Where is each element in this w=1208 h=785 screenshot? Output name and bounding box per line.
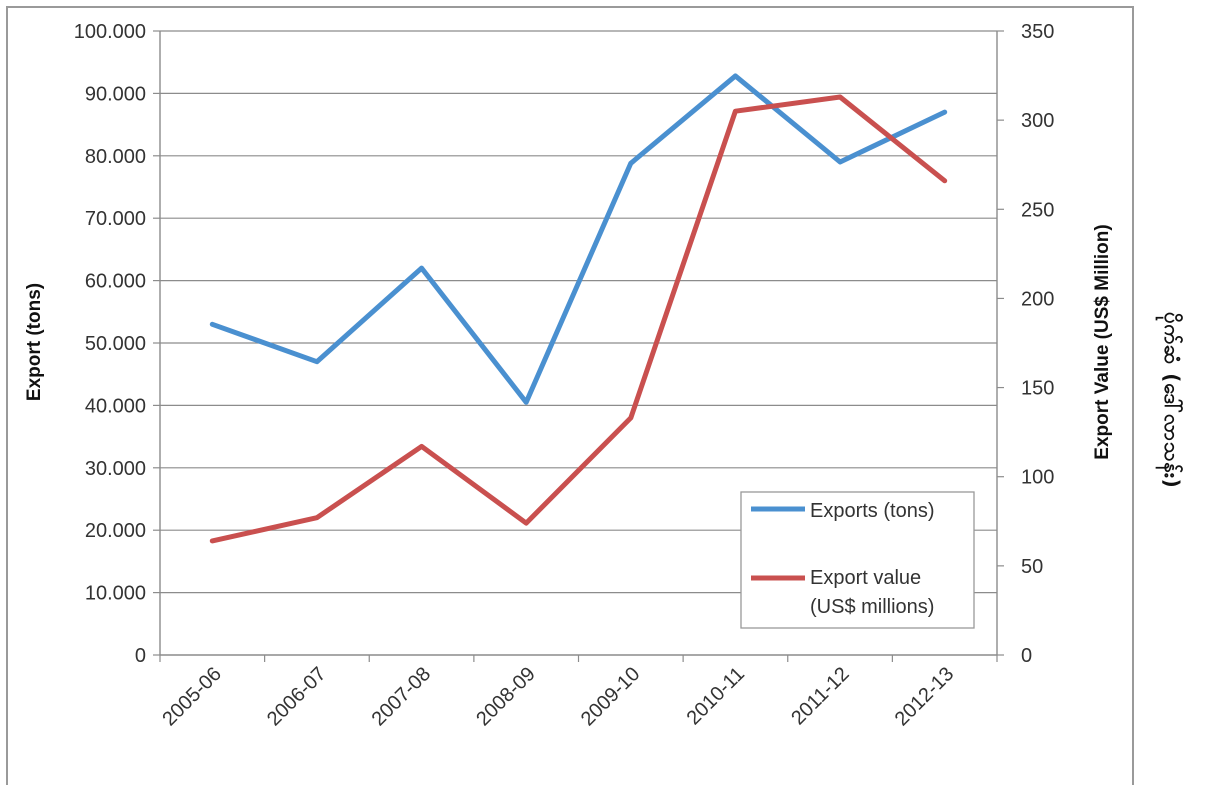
legend-label: Exports (tons) (810, 500, 934, 522)
y-axis-title: Export (tons) (24, 283, 45, 401)
y2-axis-title: Export Value (US$ Million) (1092, 224, 1113, 459)
legend-label: Export value (810, 567, 921, 589)
y2-tick-label: 50 (1021, 556, 1043, 578)
data-point (942, 178, 947, 183)
data-point (837, 159, 843, 165)
y2-tick-label: 350 (1021, 21, 1054, 43)
data-point (210, 538, 215, 544)
x-tick-label: 2012-13 (891, 663, 958, 730)
x-axis-ticks: 2005-06 2006-07 2007-08 2008-09 2009-10 2010-… (158, 663, 958, 730)
frame-right-border (1132, 6, 1134, 785)
data-point (314, 359, 320, 364)
legend: Exports (tons) Export value (US$ millions) (740, 491, 975, 629)
data-point (628, 161, 634, 166)
y-tick-label: 80.000 (85, 146, 146, 168)
data-point (733, 109, 738, 114)
side-annotation: ပိုက်ဆံ (ဒေါ်လာသန်း) (1160, 311, 1184, 489)
x-tick-label: 2005-06 (158, 663, 225, 730)
legend-box (740, 491, 975, 629)
y2-tick-label: 250 (1021, 199, 1054, 221)
data-point (628, 415, 634, 421)
data-point (210, 322, 215, 327)
y-tick-label: 100.000 (74, 21, 146, 43)
data-point (523, 400, 529, 405)
right-axis-ticks: 0 50 100 150 200 250 300 350 (1021, 21, 1054, 667)
data-point (523, 520, 529, 526)
x-tick-label: 2011-12 (787, 663, 853, 729)
y-tick-label: 0 (135, 645, 146, 667)
data-point (733, 73, 738, 79)
series-lines (209, 73, 948, 544)
data-point (942, 109, 947, 115)
x-tick-label: 2007-08 (368, 663, 435, 730)
y-tick-label: 60.000 (85, 271, 146, 293)
axes (153, 30, 1004, 662)
y2-tick-label: 100 (1021, 467, 1054, 489)
x-tick-label: 2006-07 (263, 663, 330, 730)
legend-label: (US$ millions) (810, 596, 934, 618)
y-tick-label: 40.000 (85, 395, 146, 417)
data-point (314, 515, 320, 520)
data-point (419, 444, 424, 449)
y2-tick-label: 0 (1021, 645, 1032, 667)
y2-tick-label: 300 (1021, 110, 1054, 132)
frame-top-border (6, 6, 1134, 8)
data-point (837, 94, 843, 100)
y2-tick-label: 200 (1021, 288, 1054, 310)
y-tick-label: 30.000 (85, 458, 146, 480)
x-tick-label: 2010-11 (683, 663, 749, 729)
y-tick-label: 90.000 (85, 83, 146, 105)
series-line-2 (209, 94, 948, 544)
left-axis-ticks: 0 10.000 20.000 30.000 40.000 50.000 60.000 70.… (74, 21, 146, 667)
frame-left-border (6, 6, 8, 785)
y-tick-label: 10.000 (85, 583, 146, 605)
y-tick-label: 70.000 (85, 208, 146, 230)
x-tick-label: 2008-09 (472, 663, 539, 730)
y2-tick-label: 150 (1021, 378, 1054, 400)
data-point (419, 265, 424, 271)
y-tick-label: 50.000 (85, 333, 146, 355)
series-line-1 (209, 73, 948, 405)
gridlines (160, 30, 997, 594)
y-tick-label: 20.000 (85, 520, 146, 542)
x-tick-label: 2009-10 (577, 663, 644, 730)
